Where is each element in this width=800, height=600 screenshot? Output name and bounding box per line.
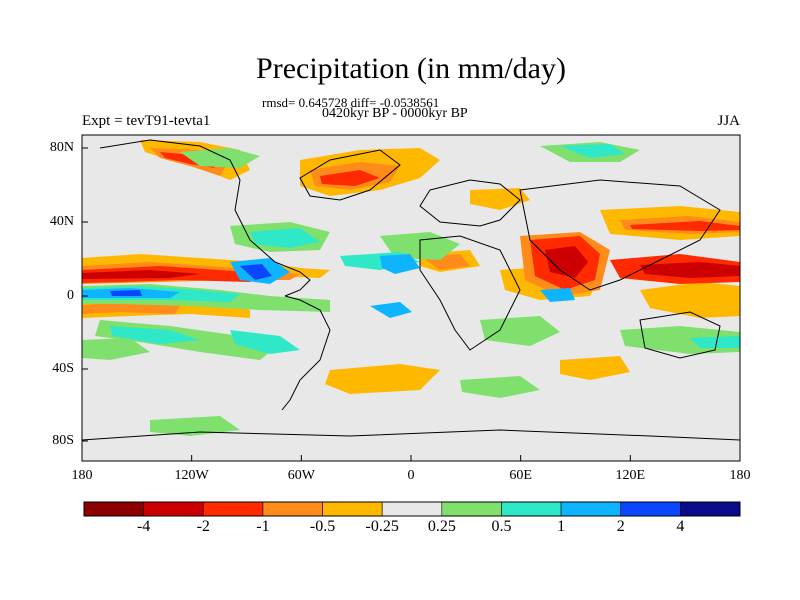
y-tick-label: 0 xyxy=(67,288,74,303)
experiment-label: Expt = tevT91-tevta1 xyxy=(82,113,211,129)
colorbar-swatch xyxy=(441,501,502,517)
colorbar-label: 2 xyxy=(616,518,625,535)
australia-coast xyxy=(639,311,721,359)
stats-line: rmsd= 0.645728 diff= -0.0538561 xyxy=(262,95,440,110)
europe-coast xyxy=(419,179,521,227)
y-tick-label: 40S xyxy=(52,361,74,376)
x-tick-label: 120W xyxy=(174,468,209,483)
colorbar xyxy=(83,501,741,517)
africa-coast xyxy=(419,235,521,351)
y-tick-label: 80S xyxy=(52,433,74,448)
x-tick-label: 120E xyxy=(615,468,646,483)
x-tick-label: 60W xyxy=(287,468,315,483)
period-line: 0420kyr BP - 0000kyr BP xyxy=(322,106,468,121)
colorbar-label: -2 xyxy=(196,518,210,535)
coastlines xyxy=(82,139,740,441)
colorbar-label: -0.5 xyxy=(309,518,336,535)
x-tick-label: 180 xyxy=(71,468,93,483)
precip-drier-severe xyxy=(82,246,740,279)
y-tick-label: 80N xyxy=(49,140,74,155)
colorbar-swatch xyxy=(83,501,144,517)
colorbar-swatch xyxy=(143,501,204,517)
x-tick-label: 60E xyxy=(509,468,532,483)
colorbar-swatch xyxy=(262,501,323,517)
colorbar-swatch xyxy=(560,501,622,517)
colorbar-label: -4 xyxy=(136,518,151,535)
season-label: JJA xyxy=(717,113,740,129)
asia-coast xyxy=(519,179,721,291)
colorbar-swatch xyxy=(501,501,562,517)
colorbar-swatch xyxy=(381,501,443,517)
colorbar-swatch xyxy=(620,501,681,517)
y-tick-label: 40N xyxy=(49,214,74,229)
colorbar-label: 0.5 xyxy=(491,518,512,535)
colorbar-frame xyxy=(83,501,741,517)
colorbar-swatch xyxy=(202,501,264,517)
figure-title: Precipitation (in mm/day) xyxy=(256,52,566,85)
colorbar-swatch xyxy=(322,501,383,517)
north-america-coast xyxy=(99,139,311,297)
x-tick-label: 180 xyxy=(729,468,751,483)
colorbar-label: -1 xyxy=(256,518,270,535)
colorbar-label: 0.25 xyxy=(427,518,456,535)
south-america-coast xyxy=(281,295,331,411)
colorbar-label: -0.25 xyxy=(365,518,399,535)
greenland-coast xyxy=(299,149,401,201)
colorbar-label: 4 xyxy=(676,518,685,535)
colorbar-label: 1 xyxy=(557,518,566,535)
axis-ticks xyxy=(81,147,741,461)
map-field xyxy=(82,135,740,461)
antarctica-coast xyxy=(82,429,740,441)
colorbar-swatch xyxy=(680,501,741,517)
precip-wetter-severe xyxy=(110,264,272,296)
x-tick-label: 0 xyxy=(407,468,415,483)
